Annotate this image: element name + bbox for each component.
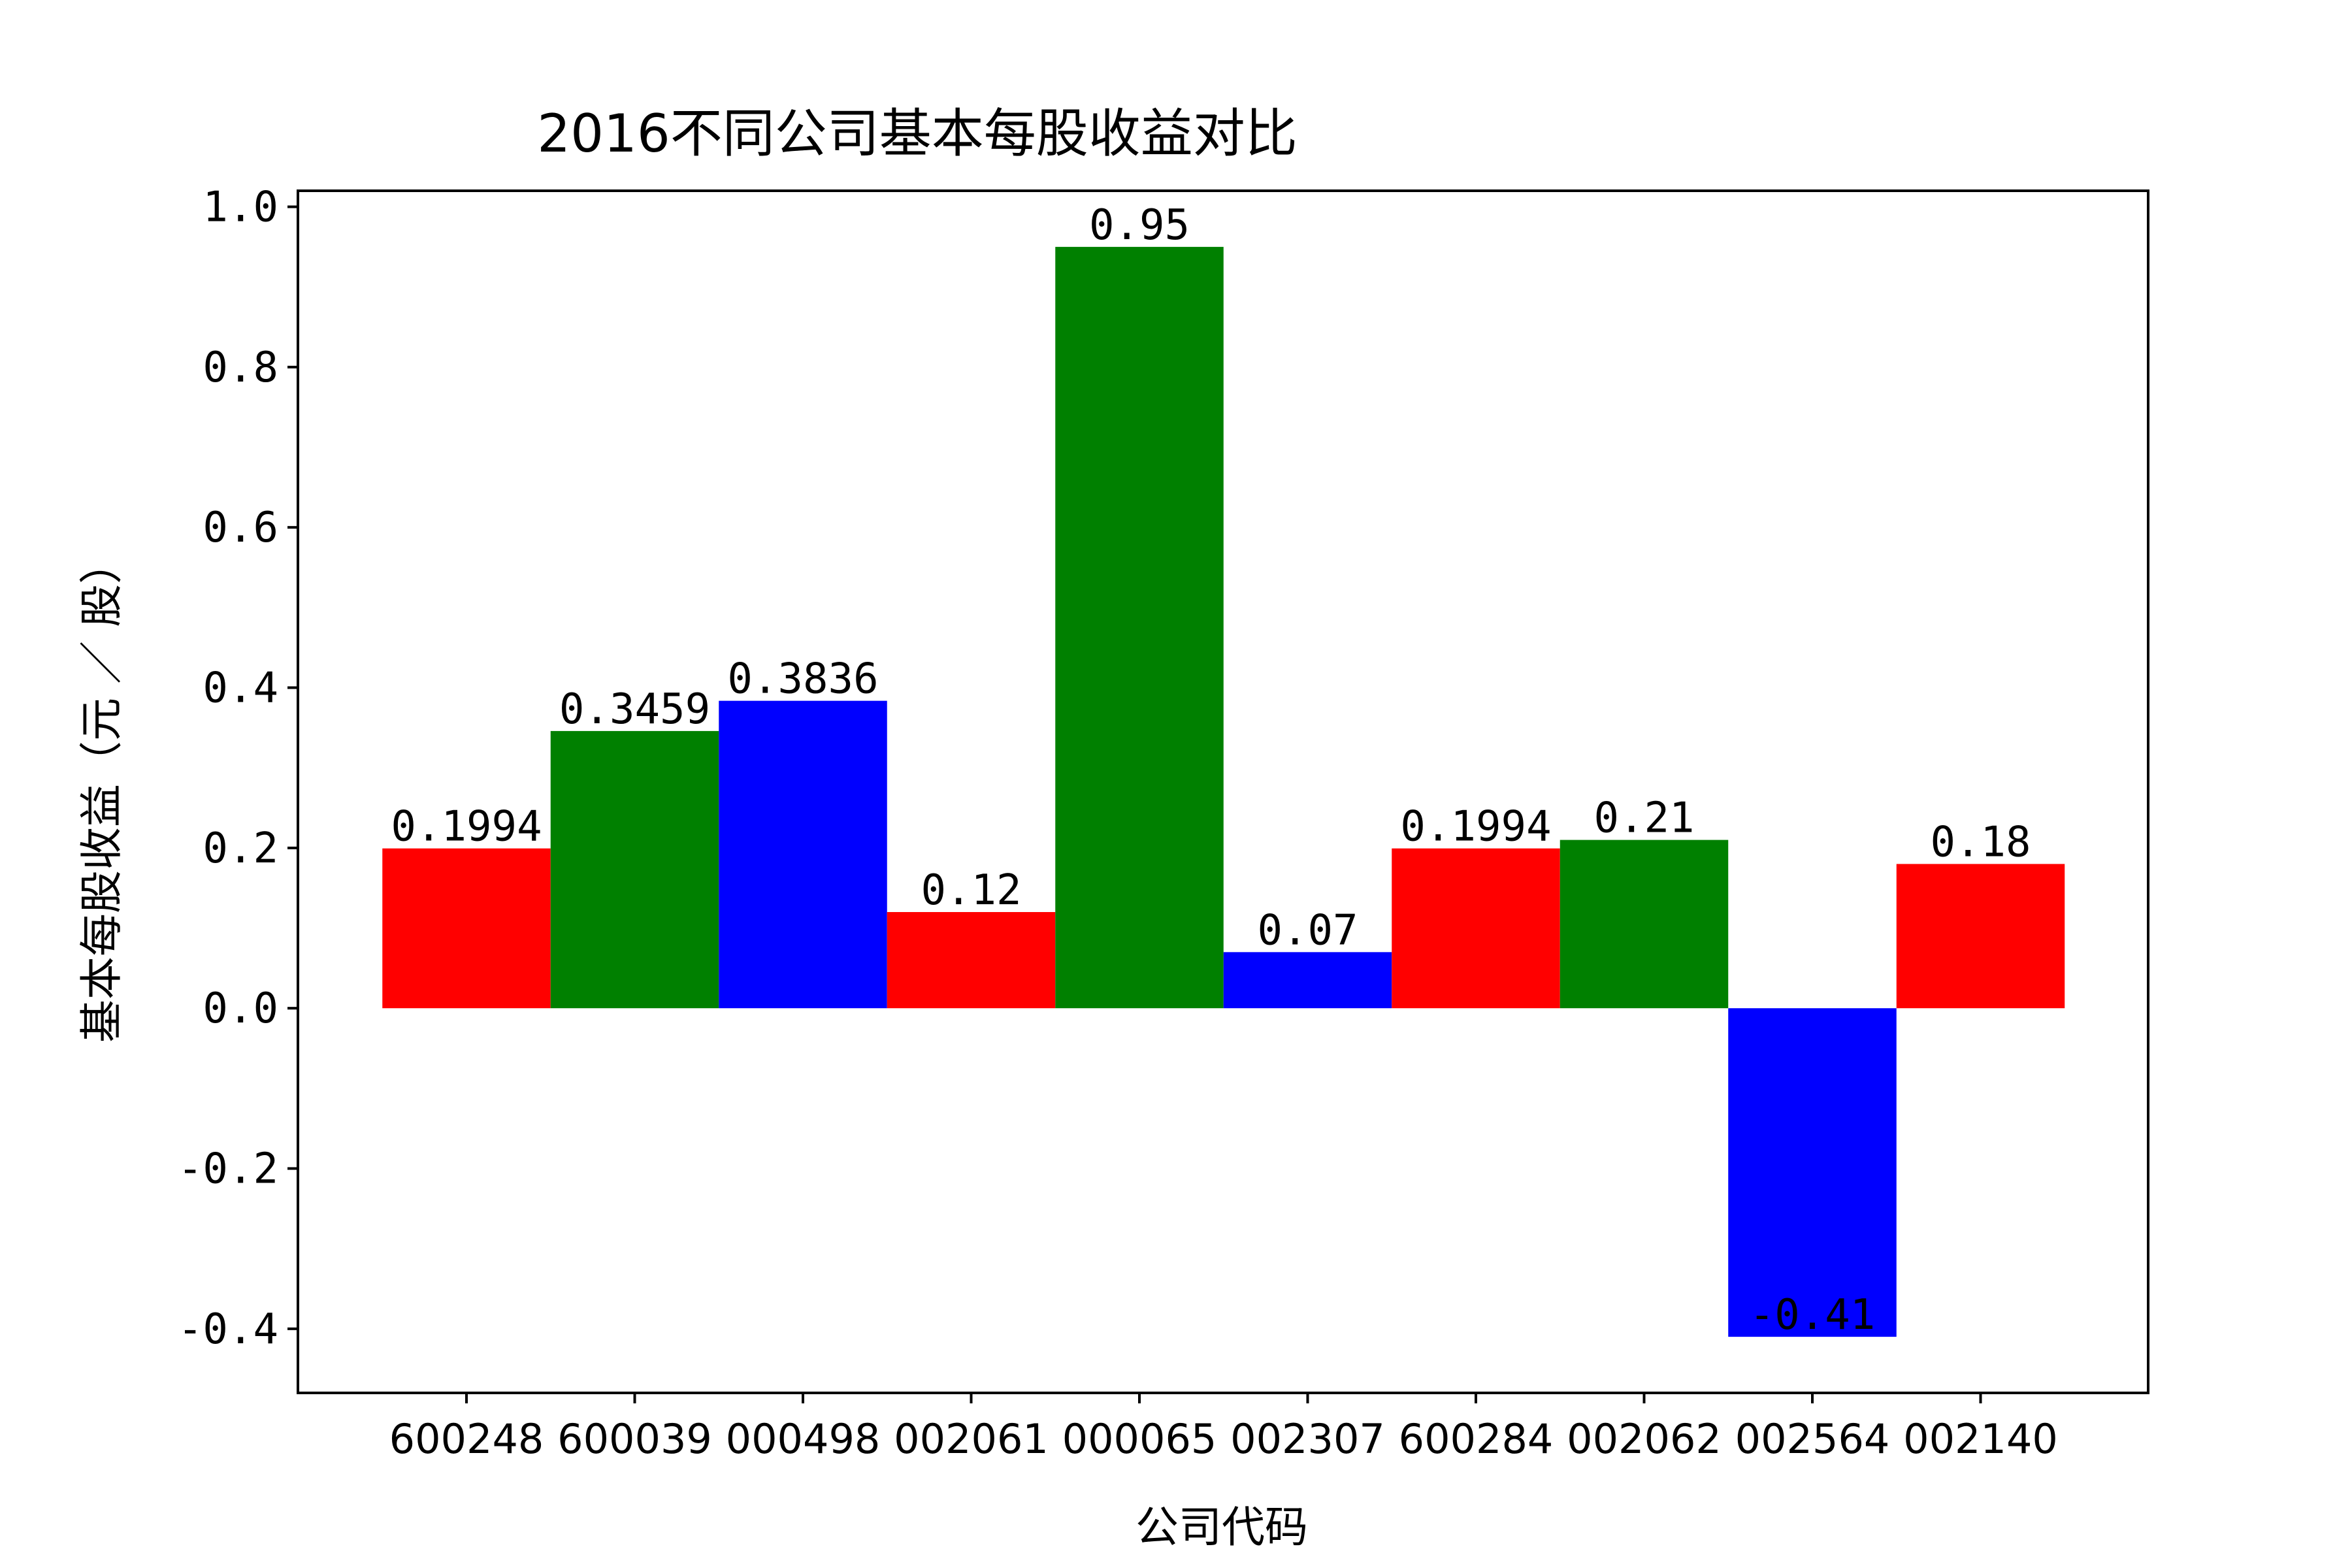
data-label-002062: 0.21 (1593, 794, 1694, 843)
x-axis-label: 公司代码 (1135, 1502, 1308, 1552)
x-tick-label: 600284 (1399, 1415, 1554, 1463)
x-tick-label: 002062 (1567, 1415, 1722, 1463)
y-tick-label: 0.0 (203, 985, 278, 1033)
data-label-002061: 0.12 (921, 866, 1021, 915)
x-tick-label: 600039 (557, 1415, 712, 1463)
plot-frame (297, 189, 2149, 1394)
x-tick-label: 002061 (894, 1415, 1049, 1463)
bars-group (382, 246, 2065, 1337)
x-tick-label: 000065 (1062, 1415, 1217, 1463)
data-labels: 0.1994 0.3459 0.3836 0.12 0.95 0.07 0.1994 0.21… (391, 201, 2031, 1339)
data-label-002140: 0.18 (1930, 818, 2031, 866)
chart-title: 2016不同公司基本每股收益对比 (537, 103, 1298, 164)
y-axis-label: 基本每股收益（元 ／ 股） (76, 541, 127, 1043)
data-label-000498: 0.3836 (727, 655, 878, 704)
bar-002307 (1223, 952, 1392, 1009)
x-tick-label: 600248 (389, 1415, 544, 1463)
x-tick-label: 002140 (1903, 1415, 2058, 1463)
data-label-002307: 0.07 (1257, 906, 1358, 955)
y-tick-label: 0.6 (203, 504, 278, 552)
x-tick-label: 002564 (1735, 1415, 1890, 1463)
data-label-600284: 0.1994 (1400, 803, 1551, 851)
data-label-000065: 0.95 (1089, 201, 1190, 250)
bar-000498 (719, 700, 887, 1009)
y-tick-label: 0.8 (203, 344, 278, 392)
y-tick-label: 1.0 (203, 184, 278, 232)
bar-600039 (550, 730, 719, 1009)
bar-600284 (1392, 848, 1560, 1009)
bar-000065 (1055, 246, 1224, 1009)
y-axis-ticks: -0.4 -0.2 0.0 0.2 0.4 0.6 0.8 1.0 (178, 184, 298, 1354)
y-tick-label: -0.2 (178, 1145, 278, 1194)
bar-002140 (1896, 864, 2065, 1009)
data-label-600248: 0.1994 (391, 803, 542, 851)
x-axis-ticks: 600248 600039 000498 002061 000065 002307 6002… (389, 1393, 2058, 1463)
bar-600248 (382, 848, 551, 1009)
y-tick-label: -0.4 (178, 1305, 278, 1354)
bar-002062 (1560, 840, 1729, 1009)
x-tick-label: 000498 (726, 1415, 881, 1463)
data-label-600039: 0.3459 (559, 685, 710, 734)
y-tick-label: 0.4 (203, 664, 278, 713)
x-tick-label: 002307 (1230, 1415, 1385, 1463)
bar-002061 (887, 912, 1056, 1009)
data-label-002564: -0.41 (1750, 1291, 1876, 1339)
y-tick-label: 0.2 (203, 825, 278, 873)
bar-002564 (1728, 1008, 1897, 1337)
